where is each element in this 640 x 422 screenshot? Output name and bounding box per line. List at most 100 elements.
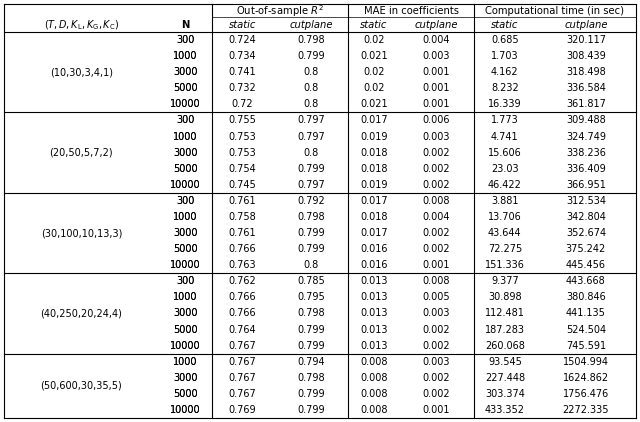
- Text: 1000: 1000: [173, 132, 198, 141]
- Text: Computational time (in sec): Computational time (in sec): [486, 6, 625, 16]
- Text: (40,250,20,24,4): (40,250,20,24,4): [40, 308, 122, 319]
- Text: 1504.994: 1504.994: [563, 357, 609, 367]
- Text: 441.135: 441.135: [566, 308, 606, 319]
- Text: 0.008: 0.008: [423, 276, 451, 286]
- Text: 3000: 3000: [173, 308, 198, 319]
- Text: 0.013: 0.013: [360, 292, 387, 303]
- Text: 0.001: 0.001: [423, 67, 451, 77]
- Text: N: N: [181, 20, 189, 30]
- Text: MAE in coefficients: MAE in coefficients: [364, 6, 459, 16]
- Text: 10000: 10000: [170, 260, 200, 270]
- Text: 0.013: 0.013: [360, 276, 387, 286]
- Text: 2272.335: 2272.335: [563, 405, 609, 415]
- Text: 72.275: 72.275: [488, 244, 522, 254]
- Text: 0.795: 0.795: [297, 292, 324, 303]
- Text: 0.017: 0.017: [360, 196, 388, 206]
- Text: 0.766: 0.766: [228, 308, 257, 319]
- Text: 0.766: 0.766: [228, 292, 257, 303]
- Text: 0.003: 0.003: [423, 308, 451, 319]
- Text: 0.013: 0.013: [360, 325, 387, 335]
- Text: 112.481: 112.481: [485, 308, 525, 319]
- Text: 0.685: 0.685: [491, 35, 518, 45]
- Text: 433.352: 433.352: [485, 405, 525, 415]
- Text: (30,100,10,13,3): (30,100,10,13,3): [41, 228, 122, 238]
- Text: 0.02: 0.02: [363, 83, 385, 93]
- Text: 445.456: 445.456: [566, 260, 606, 270]
- Text: 0.002: 0.002: [423, 325, 451, 335]
- Text: 5000: 5000: [173, 83, 198, 93]
- Text: 10000: 10000: [170, 180, 200, 190]
- Text: 260.068: 260.068: [485, 341, 525, 351]
- Text: 151.336: 151.336: [485, 260, 525, 270]
- Text: 1000: 1000: [173, 292, 198, 303]
- Text: 0.018: 0.018: [360, 164, 387, 174]
- Text: 300: 300: [176, 35, 195, 45]
- Text: 10000: 10000: [170, 99, 200, 109]
- Text: 10000: 10000: [170, 99, 200, 109]
- Text: 0.761: 0.761: [228, 228, 257, 238]
- Text: 0.002: 0.002: [423, 244, 451, 254]
- Text: 0.019: 0.019: [360, 132, 387, 141]
- Text: 0.758: 0.758: [228, 212, 257, 222]
- Text: 352.674: 352.674: [566, 228, 606, 238]
- Text: 0.799: 0.799: [297, 164, 324, 174]
- Text: 1.703: 1.703: [491, 51, 518, 61]
- Text: 5000: 5000: [173, 389, 198, 399]
- Text: 0.018: 0.018: [360, 212, 387, 222]
- Text: 4.162: 4.162: [491, 67, 518, 77]
- Text: 0.799: 0.799: [297, 51, 324, 61]
- Text: 3000: 3000: [173, 148, 198, 158]
- Text: 5000: 5000: [173, 83, 198, 93]
- Text: 0.798: 0.798: [297, 212, 324, 222]
- Text: 303.374: 303.374: [485, 389, 525, 399]
- Text: 0.8: 0.8: [303, 83, 319, 93]
- Text: 338.236: 338.236: [566, 148, 606, 158]
- Text: 3000: 3000: [173, 67, 198, 77]
- Text: 0.8: 0.8: [303, 67, 319, 77]
- Text: 5000: 5000: [173, 244, 198, 254]
- Text: 10000: 10000: [170, 405, 200, 415]
- Text: 320.117: 320.117: [566, 35, 606, 45]
- Text: 3000: 3000: [173, 308, 198, 319]
- Text: 0.745: 0.745: [228, 180, 257, 190]
- Text: 0.797: 0.797: [297, 132, 324, 141]
- Text: 3000: 3000: [173, 373, 198, 383]
- Text: 0.799: 0.799: [297, 341, 324, 351]
- Text: 0.8: 0.8: [303, 260, 319, 270]
- Text: 300: 300: [176, 196, 195, 206]
- Text: $(T, D, K_{\mathrm{L}}, K_{\mathrm{G}}, K_{\mathrm{C}})$: $(T, D, K_{\mathrm{L}}, K_{\mathrm{G}}, …: [44, 18, 119, 32]
- Text: 0.002: 0.002: [423, 389, 451, 399]
- Text: 300: 300: [176, 35, 195, 45]
- Text: 10000: 10000: [170, 341, 200, 351]
- Text: Out-of-sample $R^2$: Out-of-sample $R^2$: [236, 3, 324, 19]
- Text: 30.898: 30.898: [488, 292, 522, 303]
- Text: 0.008: 0.008: [360, 389, 387, 399]
- Text: 1000: 1000: [173, 357, 198, 367]
- Text: 0.767: 0.767: [228, 389, 257, 399]
- Text: (50,600,30,35,5): (50,600,30,35,5): [40, 381, 122, 391]
- Text: 0.785: 0.785: [297, 276, 324, 286]
- Text: 10000: 10000: [170, 341, 200, 351]
- Text: 0.021: 0.021: [360, 51, 388, 61]
- Text: 0.017: 0.017: [360, 116, 388, 125]
- Text: 0.753: 0.753: [228, 132, 257, 141]
- Text: 0.006: 0.006: [423, 116, 451, 125]
- Text: 336.409: 336.409: [566, 164, 606, 174]
- Text: 745.591: 745.591: [566, 341, 606, 351]
- Text: 0.002: 0.002: [423, 341, 451, 351]
- Text: 1000: 1000: [173, 212, 198, 222]
- Text: 0.767: 0.767: [228, 341, 257, 351]
- Text: 4.741: 4.741: [491, 132, 518, 141]
- Text: 0.001: 0.001: [423, 83, 451, 93]
- Text: 0.018: 0.018: [360, 148, 387, 158]
- Text: 0.021: 0.021: [360, 99, 388, 109]
- Text: cutplane: cutplane: [564, 20, 607, 30]
- Text: 3.881: 3.881: [491, 196, 518, 206]
- Text: 23.03: 23.03: [491, 164, 518, 174]
- Text: 0.732: 0.732: [228, 83, 257, 93]
- Text: 0.004: 0.004: [423, 212, 451, 222]
- Text: 0.799: 0.799: [297, 389, 324, 399]
- Text: 1000: 1000: [173, 132, 198, 141]
- Text: 0.764: 0.764: [228, 325, 257, 335]
- Text: 0.734: 0.734: [228, 51, 257, 61]
